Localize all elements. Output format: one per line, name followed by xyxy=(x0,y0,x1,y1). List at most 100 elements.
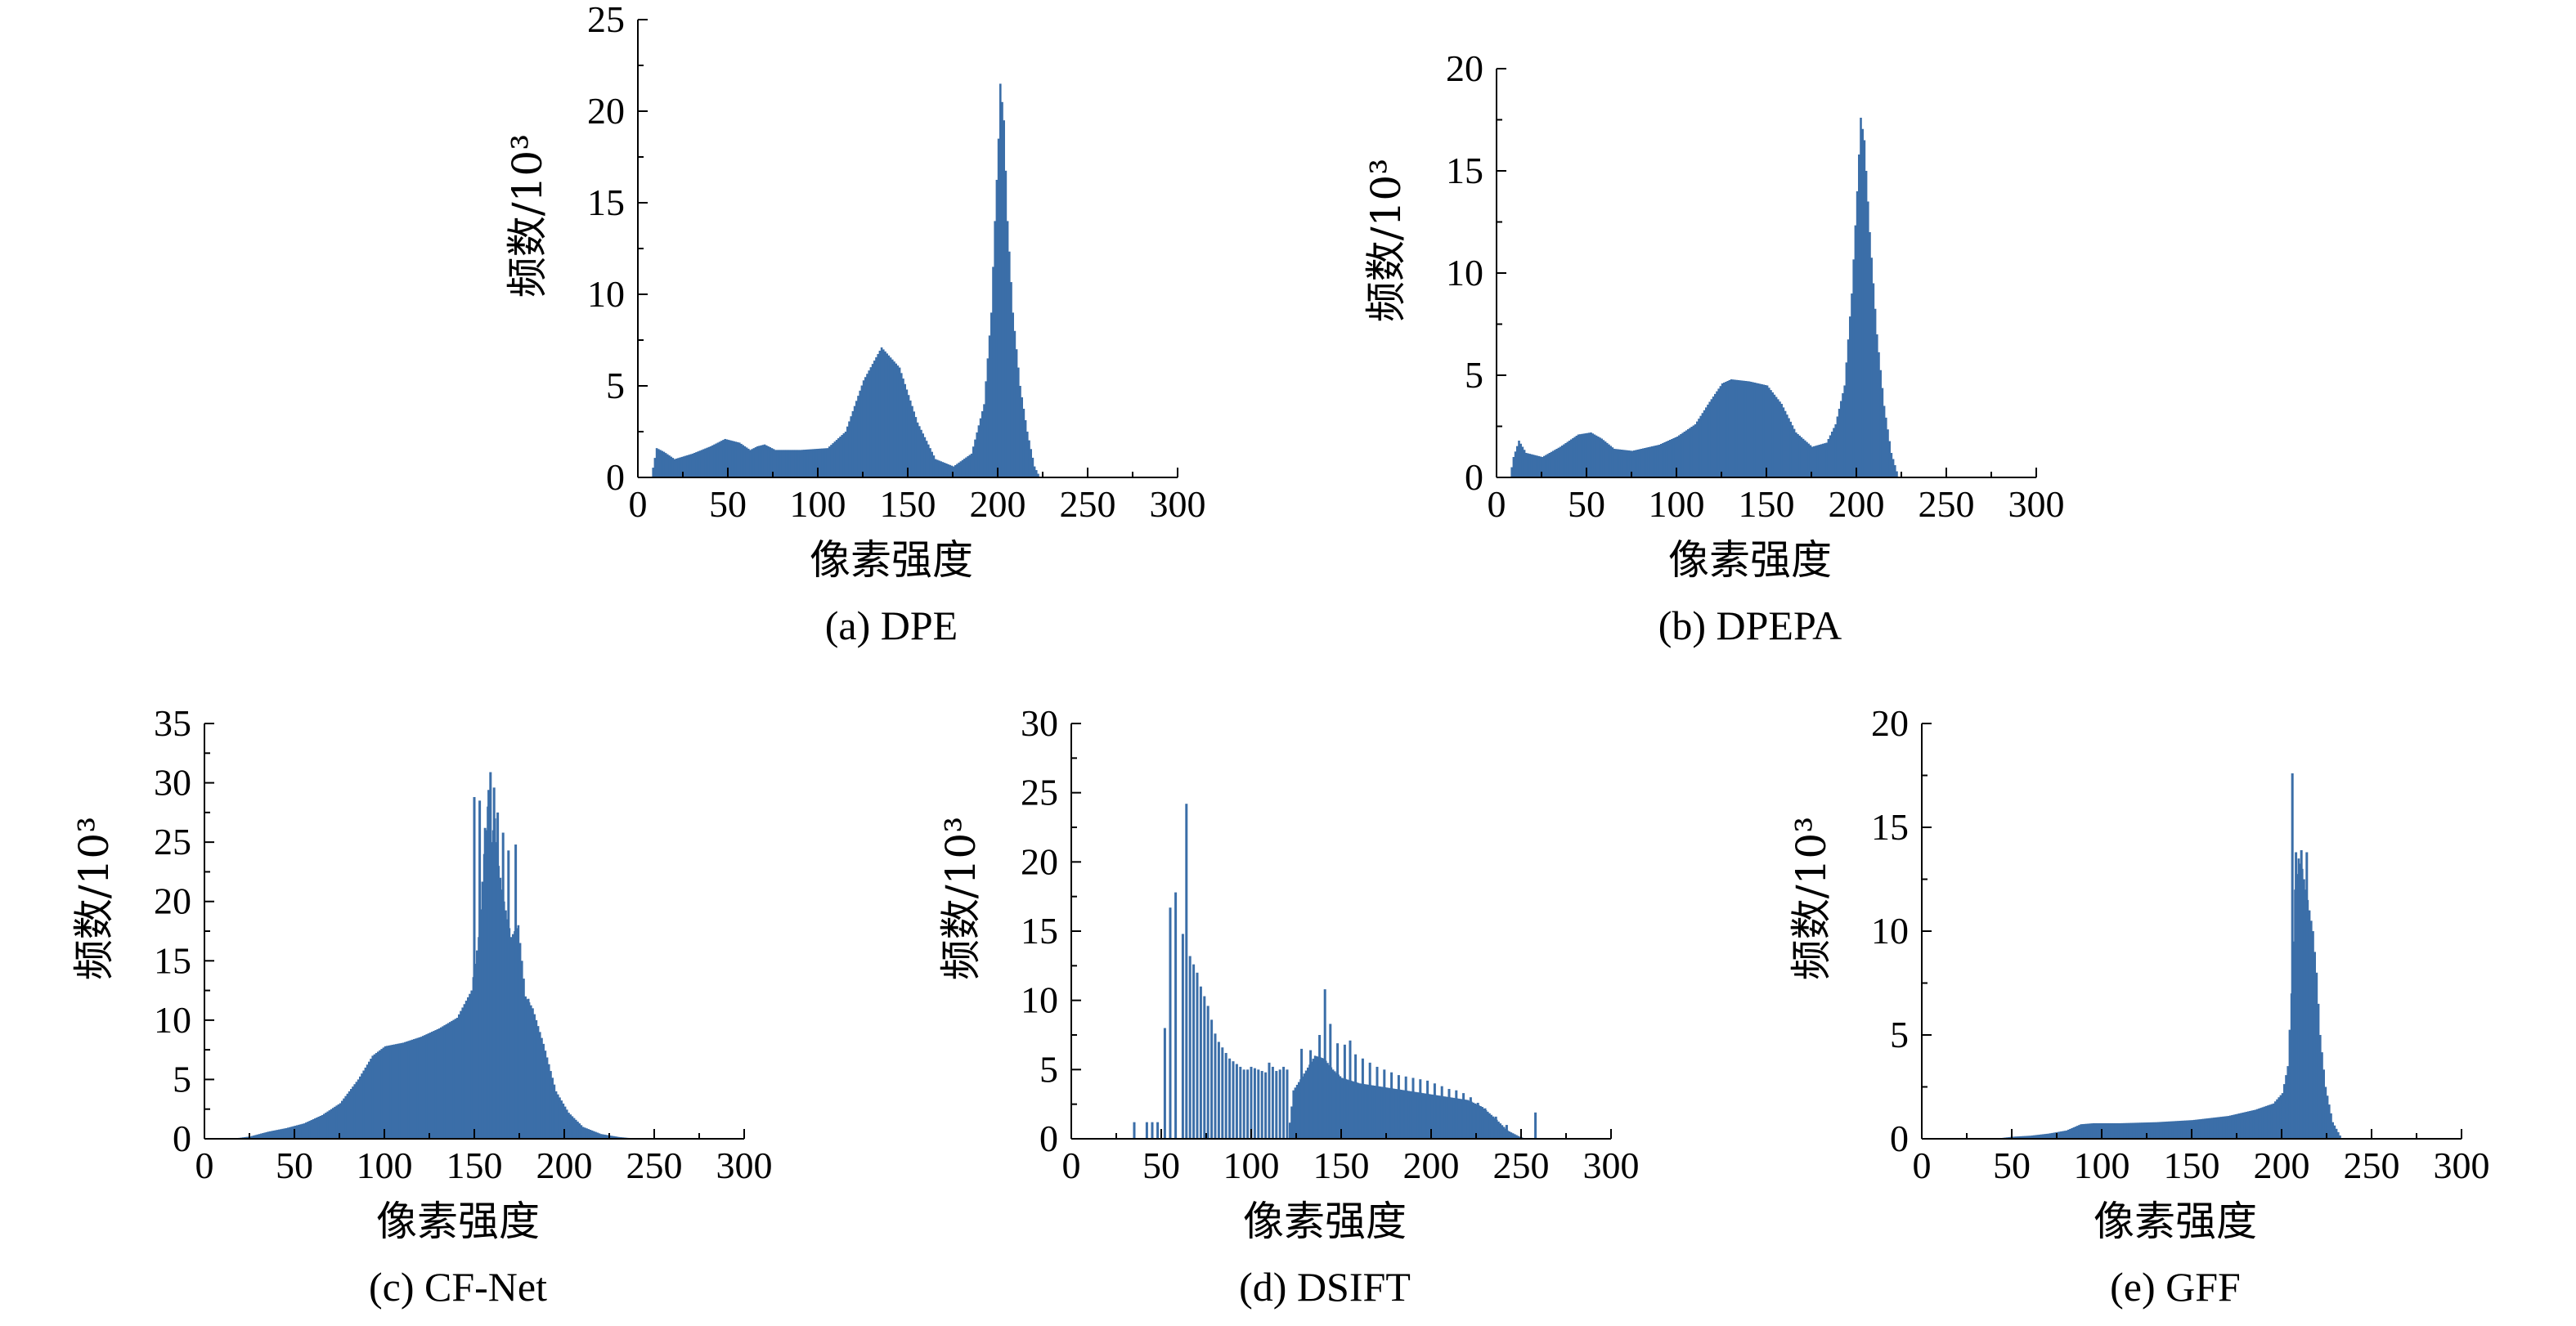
histogram-bar xyxy=(860,385,864,477)
histogram-bar xyxy=(530,1005,532,1139)
histogram-bar xyxy=(1815,446,1817,477)
histogram-bar xyxy=(842,433,846,477)
histogram-bar xyxy=(837,438,840,477)
histogram-bar xyxy=(2065,1130,2068,1139)
histogram-spike xyxy=(1257,1069,1260,1139)
histogram-bar xyxy=(1887,429,1889,477)
y-tick-label: 15 xyxy=(1446,150,1483,191)
histogram-bar xyxy=(2303,879,2305,1139)
histogram-bar xyxy=(724,438,726,477)
histogram-bar xyxy=(1604,441,1607,477)
histogram-bar xyxy=(1822,443,1824,477)
histogram-bar xyxy=(702,449,705,477)
histogram-bar xyxy=(402,1042,405,1139)
histogram-bar xyxy=(301,1123,304,1139)
histogram-bar xyxy=(2103,1122,2106,1139)
histogram-bar xyxy=(1519,1136,1522,1139)
histogram-bar xyxy=(544,1050,547,1139)
histogram-spike xyxy=(1286,1069,1289,1139)
histogram-bar xyxy=(469,993,471,1139)
histogram-bar xyxy=(1683,432,1686,477)
histogram-bar xyxy=(961,459,964,477)
histogram-bar xyxy=(2269,1104,2271,1139)
histogram-bar xyxy=(1888,441,1891,477)
histogram-bar xyxy=(1371,1085,1374,1139)
histogram-bar xyxy=(1829,435,1832,477)
histogram-bar xyxy=(456,1017,459,1139)
histogram-bar xyxy=(2182,1120,2185,1139)
histogram-bar xyxy=(889,357,892,477)
histogram-bar xyxy=(2180,1120,2183,1139)
histogram-bar xyxy=(476,950,478,1139)
histogram-bar xyxy=(509,937,513,1139)
histogram-bar xyxy=(761,445,765,477)
histogram-bar xyxy=(1842,393,1844,477)
histogram-bar xyxy=(1465,1100,1468,1139)
histogram-bar xyxy=(862,380,865,477)
histogram-bar xyxy=(826,448,829,477)
histogram-bar xyxy=(608,1136,612,1139)
histogram-bar xyxy=(1813,446,1815,477)
histogram-bar xyxy=(671,458,675,477)
histogram-bar xyxy=(517,925,520,1139)
histogram-bar xyxy=(1703,410,1706,477)
histogram-bar xyxy=(1800,437,1803,477)
x-axis-label: 像素强度 xyxy=(1668,536,1832,584)
histogram-bar xyxy=(593,1131,595,1139)
y-tick-label: 0 xyxy=(1890,1118,1909,1159)
histogram-bar xyxy=(2276,1099,2278,1139)
histogram-spike xyxy=(1151,1122,1154,1139)
histogram-bar xyxy=(2089,1123,2091,1139)
histogram-bar xyxy=(2236,1113,2239,1139)
histogram-bar xyxy=(1719,386,1722,477)
histogram-bar xyxy=(445,1024,448,1139)
histogram-spike xyxy=(1232,1061,1235,1139)
histogram-bar xyxy=(871,364,874,477)
histogram-bar xyxy=(1728,380,1731,477)
histogram-bar xyxy=(407,1041,410,1139)
histogram-bar xyxy=(1723,383,1726,477)
y-tick-label: 25 xyxy=(154,821,191,862)
histogram-bar xyxy=(1421,1093,1425,1139)
histogram-bar xyxy=(2130,1122,2133,1139)
histogram-bar xyxy=(1710,399,1713,477)
histogram-bar xyxy=(1885,417,1887,477)
histogram-bar xyxy=(2258,1108,2260,1139)
histogram-bar xyxy=(1806,441,1808,477)
histogram-spike xyxy=(1206,1006,1209,1139)
histogram-spike xyxy=(1323,989,1326,1139)
histogram-bar xyxy=(1608,444,1610,477)
histogram-spike xyxy=(1169,907,1172,1139)
histogram-bar xyxy=(368,1061,370,1139)
histogram-bar xyxy=(1008,251,1011,477)
histogram-bar xyxy=(1312,1059,1315,1139)
histogram-bar xyxy=(413,1039,415,1139)
histogram-bar xyxy=(373,1054,376,1139)
histogram-bar xyxy=(1833,428,1835,477)
histogram-bar xyxy=(353,1084,356,1139)
histogram-bar xyxy=(454,1019,457,1139)
histogram-bar xyxy=(1764,385,1767,477)
histogram-bar xyxy=(2209,1118,2212,1139)
y-tick-label: 5 xyxy=(173,1058,191,1100)
histogram-bar xyxy=(2179,1121,2181,1139)
histogram-bar xyxy=(2013,1136,2016,1139)
histogram-spike xyxy=(1181,934,1184,1139)
histogram-bar xyxy=(1582,433,1585,477)
histogram-bar xyxy=(2213,1118,2215,1139)
histogram-bar xyxy=(925,441,928,477)
histogram-bar xyxy=(1869,232,1871,477)
x-tick-label: 300 xyxy=(716,1145,773,1186)
histogram-bar xyxy=(375,1053,378,1139)
histogram-bar xyxy=(303,1123,306,1139)
histogram-bar xyxy=(1303,1073,1306,1139)
histogram-bar xyxy=(1400,1090,1402,1139)
histogram-bar xyxy=(1001,101,1003,478)
histogram-bar xyxy=(2319,1035,2322,1139)
x-tick-label: 50 xyxy=(276,1145,313,1186)
histogram-bar xyxy=(2026,1136,2028,1139)
histogram-spike xyxy=(1156,1122,1160,1139)
x-tick-label: 250 xyxy=(2344,1145,2400,1186)
histogram-bar xyxy=(2033,1135,2035,1139)
histogram-bar xyxy=(668,455,671,477)
